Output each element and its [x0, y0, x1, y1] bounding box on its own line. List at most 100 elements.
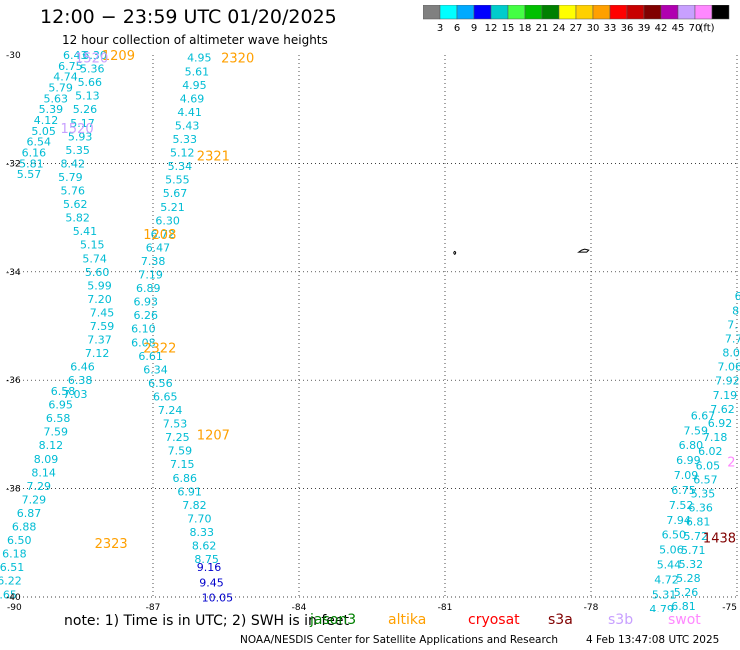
pass-time-label: 2321	[197, 149, 230, 164]
wave-height-value: 7.03	[63, 388, 88, 401]
color-scale-label: 30	[587, 23, 600, 34]
wave-height-value: 7.59	[44, 426, 69, 439]
wave-height-value: 7.70	[187, 512, 212, 525]
wave-height-value: 5.55	[165, 174, 190, 187]
wave-height-value: 7.59	[168, 445, 193, 458]
wave-height-value: 6.88	[12, 521, 37, 534]
wave-height-value: 5.63	[44, 92, 69, 105]
wave-height-value: 6.50	[662, 529, 687, 542]
wave-height-value: 6.10	[131, 323, 156, 336]
wave-height-value: 5.39	[39, 103, 64, 116]
wave-height-value: 6.30	[82, 49, 107, 62]
pass-time-label: 1438	[703, 531, 736, 546]
wave-height-value: 7.45	[90, 306, 115, 319]
wave-height-value: 6.08	[131, 336, 156, 349]
longitude-tick-label: -90	[7, 603, 22, 612]
wave-height-value: 6.34	[143, 363, 168, 376]
wave-height-value: 6.38	[68, 374, 93, 387]
wave-height-value: 4.79	[649, 603, 674, 612]
wave-height-value: 5.15	[80, 239, 105, 252]
wave-height-value: 4.69	[180, 92, 205, 105]
wave-height-value: 5.32	[679, 558, 704, 571]
color-scale-label: 45	[672, 23, 685, 34]
wave-height-value: 6.81	[671, 600, 696, 612]
wave-height-value: 6.56	[148, 377, 173, 390]
wave-height-value: 6.05	[696, 459, 721, 472]
wave-height-value: 7.38	[141, 255, 166, 268]
wave-height-value: 5.28	[676, 572, 701, 585]
wave-height-value: 7.53	[163, 418, 188, 431]
wave-height-value: 4.12	[34, 114, 59, 127]
wave-height-value: 6.54	[26, 136, 51, 149]
pass-time-label: 1209	[102, 49, 135, 64]
legend-entry-s3b: s3b	[608, 612, 634, 628]
map-title: 12:00 − 23:59 UTC 01/20/2025	[40, 6, 337, 28]
legend-entry-swot: swot	[668, 612, 701, 628]
pass-time-label: 2323	[95, 537, 128, 552]
color-scale-label: 36	[621, 23, 634, 34]
wave-height-value: 5.71	[681, 544, 706, 557]
wave-height-value: 5.35	[65, 144, 90, 157]
wave-height-value: 6.50	[7, 534, 32, 547]
wave-height-value: 6.43	[63, 49, 88, 62]
wave-height-value: 6.57	[693, 473, 718, 486]
pass-time-label: 2320	[221, 52, 254, 67]
wave-height-value: 4.72	[654, 573, 679, 586]
wave-height-value: 6.18	[2, 548, 27, 561]
wave-height-value: 7.37	[87, 334, 112, 347]
legend-entry-jason3: jason3	[310, 612, 357, 628]
wave-height-value: 6.86	[172, 472, 197, 485]
wave-height-value: 5.34	[168, 160, 193, 173]
credit-line: NOAA/NESDIS Center for Satellite Applica…	[240, 634, 558, 646]
wave-height-value: 6.47	[146, 241, 171, 254]
wave-height-value: 5.17	[70, 117, 95, 130]
island-outline	[453, 250, 457, 255]
wave-height-value: 6.46	[70, 361, 95, 374]
map-subtitle: 12 hour collection of altimeter wave hei…	[62, 33, 328, 47]
wave-height-value: 5.21	[160, 201, 185, 214]
wave-height-value: 6.99	[676, 454, 701, 467]
wave-height-value: 5.41	[73, 225, 98, 238]
wave-height-value: 7.19	[713, 389, 738, 402]
units-note: note: 1) Time is in UTC; 2) SWH is in fe…	[64, 613, 350, 629]
wave-height-value: 6.89	[136, 282, 161, 295]
wave-height-value: 6.72	[151, 228, 176, 241]
legend-entry-s3a: s3a	[548, 612, 573, 628]
wave-height-value: 5.99	[87, 279, 112, 292]
wave-height-value: 7.18	[703, 431, 728, 444]
wave-height-value: 7.59	[683, 424, 708, 437]
color-swatch	[711, 5, 730, 20]
wave-height-value: 5.79	[48, 82, 73, 95]
latitude-tick-label: -32	[6, 159, 21, 169]
longitude-tick-label: -84	[292, 603, 307, 612]
wave-height-value: 7.52	[669, 499, 694, 512]
wave-height-value: 6.67	[691, 409, 716, 422]
latitude-tick-label: -30	[6, 51, 21, 61]
wave-height-value: 7.29	[22, 493, 46, 506]
wave-height-value: 6.22	[0, 575, 22, 588]
wave-height-value: 9.16	[197, 561, 222, 574]
wave-height-value: 6.75	[671, 484, 696, 497]
wave-height-value: 7.09	[674, 469, 699, 482]
longitude-tick-label: -75	[722, 603, 737, 612]
wave-height-value: 5.44	[657, 558, 682, 571]
wave-height-value: 10.05	[202, 592, 234, 605]
wave-height-value: 5.72	[683, 530, 708, 543]
wave-height-value: 5.26	[674, 586, 699, 599]
wave-height-value: 5.61	[185, 65, 210, 78]
color-scale-legend: 3 6 9 12 15 18 21 24 27 30 33 36 39 42 45 70(ft)	[423, 5, 730, 34]
color-scale-label: 70	[689, 23, 702, 34]
wave-height-value: 6.51	[0, 561, 24, 574]
wave-height-value: 7.20	[87, 293, 112, 306]
wave-height-value: 5.36	[80, 63, 105, 76]
color-scale-label: 21	[536, 23, 549, 34]
color-scale-label: 39	[638, 23, 651, 34]
wave-height-value: 7.19	[138, 269, 163, 282]
wave-height-value: 5.62	[63, 198, 88, 211]
altimeter-tracks: 6.436.754.745.795.635.394.125.056.546.16…	[0, 49, 740, 612]
wave-height-value: 6.61	[138, 350, 163, 363]
wave-height-value: 8.14	[31, 466, 56, 479]
color-scale-label: 27	[570, 23, 583, 34]
color-scale-label: 18	[519, 23, 532, 34]
wave-height-value: 6.65	[0, 588, 17, 601]
